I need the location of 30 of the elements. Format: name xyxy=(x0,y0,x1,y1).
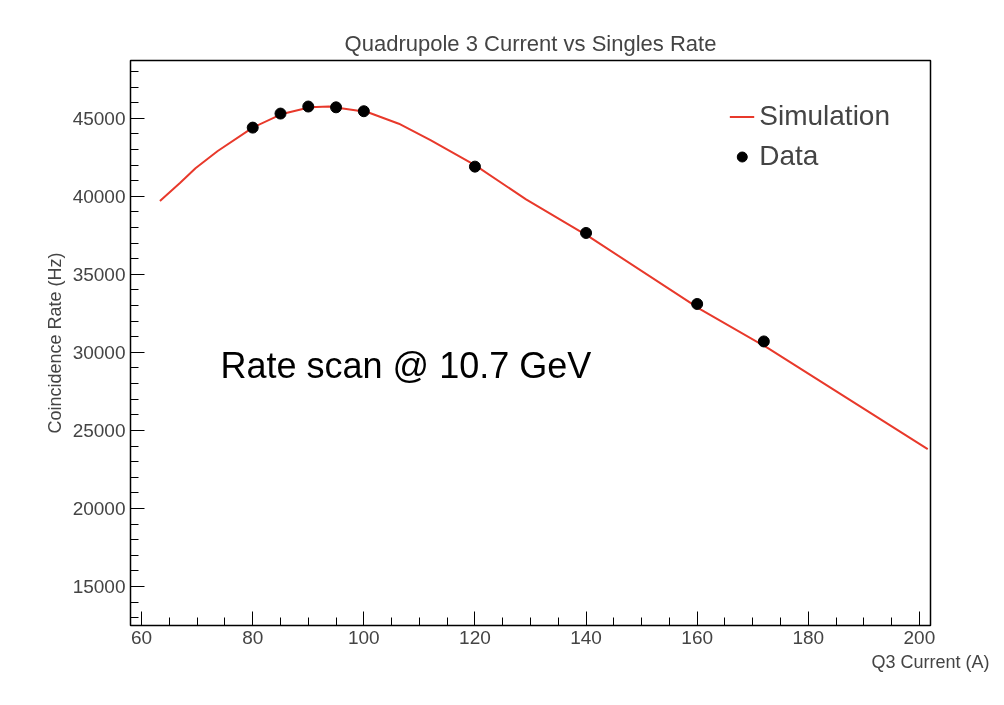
x-tick-label: 120 xyxy=(459,626,491,648)
legend-label: Simulation xyxy=(759,100,890,132)
x-tick-label: 160 xyxy=(681,626,714,648)
x-tick-label: 80 xyxy=(242,626,264,648)
chart-title: Quadrupole 3 Current vs Singles Rate xyxy=(344,30,717,56)
point xyxy=(468,160,481,173)
x-tick-label: 60 xyxy=(131,626,153,648)
y-tick-label: 40000 xyxy=(72,185,126,207)
y-tick-label: 35000 xyxy=(72,263,126,285)
y-tick-label: 30000 xyxy=(72,341,126,363)
x-tick-label: 200 xyxy=(903,626,936,648)
y-tick-label: 15000 xyxy=(72,575,126,597)
point xyxy=(246,121,259,134)
legend-label: Data xyxy=(759,140,819,172)
point xyxy=(274,107,287,120)
x-axis-title: Q3 Current (A) xyxy=(871,651,990,672)
point xyxy=(757,335,770,348)
y-tick-label: 25000 xyxy=(72,419,126,441)
y-tick-label: 20000 xyxy=(72,497,126,519)
point xyxy=(580,226,593,239)
point xyxy=(302,100,315,113)
x-tick-label: 140 xyxy=(570,626,602,648)
point xyxy=(330,101,343,114)
x-tick-label: 100 xyxy=(347,626,380,648)
y-tick-label: 45000 xyxy=(72,107,126,129)
y-axis-title: Coincidence Rate (Hz) xyxy=(44,252,65,434)
annotation: Rate scan @ 10.7 GeV xyxy=(220,344,592,386)
point xyxy=(357,105,370,118)
x-tick-label: 180 xyxy=(792,626,825,648)
point xyxy=(691,297,704,310)
